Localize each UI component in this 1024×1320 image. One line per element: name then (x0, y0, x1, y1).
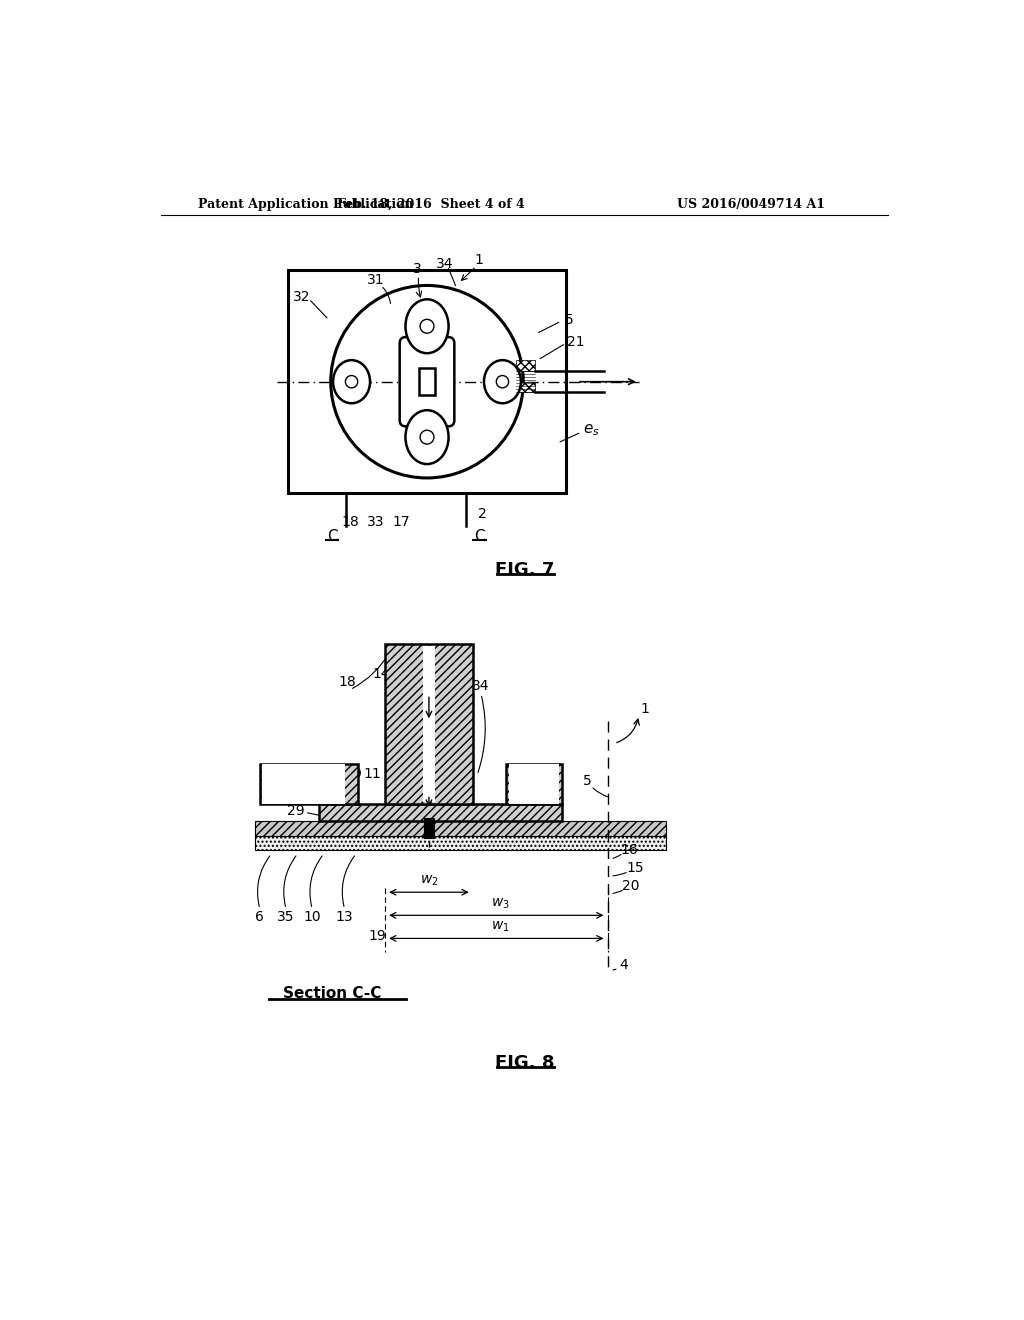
Text: 31: 31 (367, 273, 384, 286)
Bar (289, 271, 565, 494)
Bar (515, 360, 535, 371)
Text: 18: 18 (341, 515, 358, 529)
Text: 15: 15 (626, 862, 644, 875)
Text: 16: 16 (621, 843, 638, 857)
Text: Section C-C: Section C-C (283, 986, 381, 1002)
Text: 35: 35 (278, 909, 295, 924)
Bar (509, 763, 559, 804)
Bar (506, 763, 562, 804)
Text: 4: 4 (618, 958, 628, 973)
Text: 33: 33 (367, 515, 384, 529)
Text: C: C (474, 529, 484, 544)
Text: 20: 20 (623, 879, 640, 894)
Text: 29: 29 (288, 804, 305, 817)
Text: 5: 5 (583, 774, 592, 788)
Text: 5: 5 (565, 313, 573, 327)
Bar (262, 763, 345, 804)
Text: $w_2$: $w_2$ (420, 874, 438, 888)
Bar (424, 818, 433, 838)
Text: Feb. 18, 2016  Sheet 4 of 4: Feb. 18, 2016 Sheet 4 of 4 (337, 198, 524, 211)
Text: FIG. 8: FIG. 8 (495, 1055, 555, 1072)
Text: 1: 1 (640, 702, 649, 715)
Ellipse shape (406, 300, 449, 354)
Bar (515, 381, 535, 392)
Ellipse shape (484, 360, 521, 404)
Text: C: C (327, 529, 338, 544)
Bar (419, 368, 435, 395)
Bar (255, 836, 666, 850)
Ellipse shape (333, 360, 370, 404)
Text: 1: 1 (474, 253, 483, 267)
Circle shape (420, 319, 434, 333)
Text: 17: 17 (393, 515, 411, 529)
Text: 34: 34 (472, 678, 489, 693)
Text: $e_s$: $e_s$ (583, 422, 599, 438)
Text: 21: 21 (567, 335, 585, 348)
Text: $w_3$: $w_3$ (490, 896, 510, 911)
Text: 19: 19 (368, 929, 386, 942)
Circle shape (420, 430, 434, 444)
Text: 22: 22 (443, 664, 461, 677)
Bar (319, 804, 562, 821)
Text: -17: -17 (395, 664, 418, 677)
Text: 18: 18 (339, 675, 356, 689)
Bar (260, 763, 357, 804)
Text: $w_1$: $w_1$ (490, 920, 510, 935)
Text: 6: 6 (255, 909, 264, 924)
Text: 2: 2 (478, 507, 486, 521)
Text: 32: 32 (293, 290, 310, 304)
Text: 32: 32 (288, 787, 305, 801)
Text: FIG. 7: FIG. 7 (496, 561, 554, 579)
Text: 13: 13 (336, 909, 353, 924)
FancyBboxPatch shape (399, 337, 455, 426)
Text: 3: 3 (425, 660, 434, 673)
Text: 9: 9 (351, 767, 360, 781)
Text: 3: 3 (414, 261, 422, 276)
Text: 34: 34 (436, 257, 454, 271)
Bar (385, 644, 473, 804)
Text: US 2016/0049714 A1: US 2016/0049714 A1 (677, 198, 825, 211)
Circle shape (345, 376, 357, 388)
Bar (255, 821, 666, 836)
Text: 10: 10 (303, 909, 322, 924)
Bar (423, 645, 435, 803)
Circle shape (331, 285, 523, 478)
Circle shape (497, 376, 509, 388)
Text: Patent Application Publication: Patent Application Publication (199, 198, 414, 211)
Ellipse shape (406, 411, 449, 465)
Text: 14: 14 (372, 668, 389, 681)
Text: 11: 11 (364, 767, 381, 781)
